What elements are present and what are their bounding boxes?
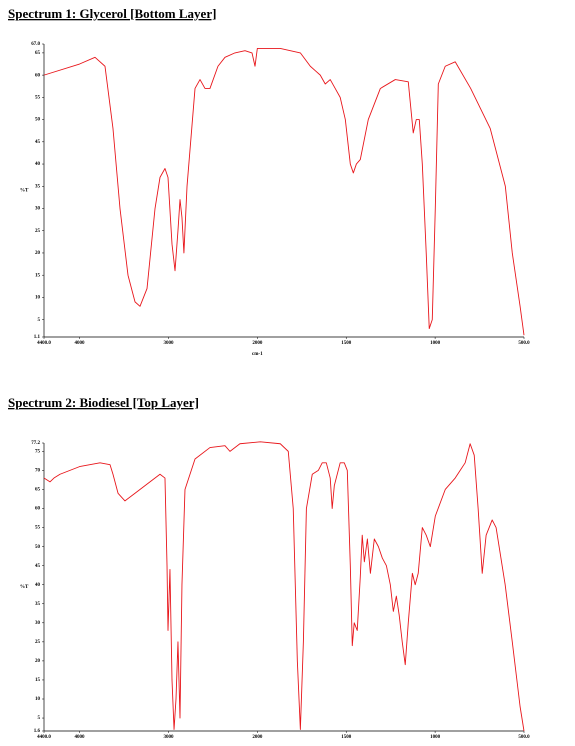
x-tick-label: 500.0 [518, 735, 530, 740]
y-tick-label: 10 [35, 296, 41, 301]
y-tick-label: 55 [35, 95, 41, 100]
x-tick-label: 4400.0 [37, 735, 51, 740]
y-tick-label: 25 [35, 640, 41, 645]
x-tick-label: 4400.0 [37, 341, 51, 346]
x-tick-label: 4000 [75, 735, 86, 740]
y-tick-label: 67.0 [31, 42, 40, 47]
y-tick-label: 20 [35, 659, 41, 664]
y-tick-label: 35 [35, 184, 41, 189]
y-tick-label: 40 [35, 162, 41, 167]
y-tick-label: 45 [35, 140, 41, 145]
x-tick-label: 1500 [341, 341, 352, 346]
y-tick-label: 60 [35, 507, 41, 512]
x-tick-label: 500.0 [518, 341, 530, 346]
x-tick-label: 1000 [430, 341, 441, 346]
x-tick-label: 1500 [341, 735, 352, 740]
y-tick-label: 65 [35, 488, 41, 493]
y-tick-label: 70 [35, 469, 41, 474]
y-tick-label: 50 [35, 545, 41, 550]
x-tick-label: 4000 [75, 341, 86, 346]
x-tick-label: 3000 [163, 341, 174, 346]
y-tick-label: 15 [35, 678, 41, 683]
x-tick-label: 2000 [252, 735, 263, 740]
y-axis-label: %T [20, 189, 29, 194]
x-axis-label: cm-1 [252, 352, 263, 357]
spectrum-line [43, 441, 525, 732]
y-tick-label: 5 [38, 716, 41, 721]
y-tick-label: 5 [38, 318, 41, 323]
y-tick-label: 60 [35, 73, 41, 78]
y-tick-label: 40 [35, 583, 41, 588]
y-tick-label: 65 [35, 51, 41, 56]
y-tick-label: 30 [35, 207, 41, 212]
y-tick-label: 75 [35, 450, 41, 455]
y-tick-label: 1.6 [34, 729, 41, 734]
y-tick-label: 50 [35, 118, 41, 123]
y-tick-label: 45 [35, 564, 41, 569]
y-axis-label: %T [20, 585, 29, 590]
y-tick-label: 20 [35, 251, 41, 256]
y-tick-label: 55 [35, 526, 41, 531]
chart-title: Spectrum 2: Biodiesel [Top Layer] [8, 395, 199, 410]
y-tick-label: 15 [35, 273, 41, 278]
spectrum-line [43, 48, 525, 336]
chart-title: Spectrum 1: Glycerol [Bottom Layer] [8, 6, 216, 21]
y-tick-label: 35 [35, 602, 41, 607]
y-tick-label: 77.2 [31, 441, 40, 446]
y-tick-label: 25 [35, 229, 41, 234]
x-tick-label: 2000 [252, 341, 263, 346]
x-tick-label: 3000 [163, 735, 174, 740]
y-tick-label: 30 [35, 621, 41, 626]
y-tick-label: 10 [35, 697, 41, 702]
x-tick-label: 1000 [430, 735, 441, 740]
y-tick-label: 1.1 [34, 335, 41, 340]
